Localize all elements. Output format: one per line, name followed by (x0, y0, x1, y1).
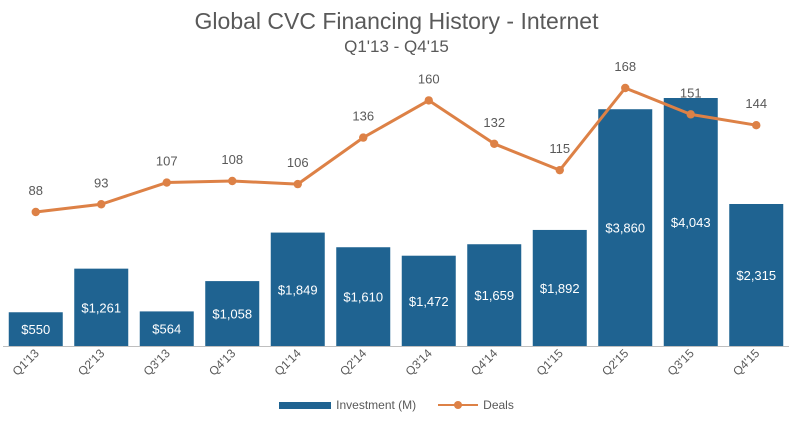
point-deals (686, 110, 695, 119)
bar-value-label: $1,261 (81, 300, 121, 315)
deal-value-label: 160 (418, 71, 440, 86)
x-tick-label: Q4'15 (730, 346, 763, 379)
x-tick-label: Q2'13 (75, 346, 108, 379)
x-tick-label: Q1'14 (272, 346, 305, 379)
bar-investment (139, 311, 194, 346)
bar-value-label: $3,860 (605, 221, 645, 236)
x-tick-label: Q4'14 (468, 346, 501, 379)
x-tick-label: Q2'14 (337, 346, 370, 379)
point-deals (97, 200, 106, 209)
bar-value-label: $1,892 (540, 281, 580, 296)
point-deals (293, 179, 302, 189)
point-deals (752, 121, 761, 130)
deal-value-label: 106 (287, 155, 309, 170)
chart-legend: Investment (M) Deals (0, 398, 793, 412)
legend-swatch-deals (438, 400, 479, 410)
deal-value-label: 144 (745, 96, 767, 111)
point-deals (162, 178, 171, 187)
bar-investment (663, 98, 718, 346)
bar-investment (532, 229, 587, 346)
legend-swatch-investment (279, 401, 332, 409)
legend-label-investment: Investment (M) (336, 398, 417, 412)
bar-value-label: $1,610 (343, 290, 383, 305)
deal-value-label: 136 (352, 109, 374, 124)
chart-subtitle: Q1'13 - Q4'15 (344, 37, 449, 56)
bar-investment (336, 247, 391, 346)
bar-value-label: $1,659 (474, 288, 514, 303)
bar-value-label: $4,043 (671, 215, 711, 230)
x-tick-label: Q3'13 (141, 346, 174, 379)
deal-value-label: 115 (549, 141, 570, 156)
chart-title: Global CVC Financing History - Internet (194, 8, 599, 34)
x-tick-label: Q3'14 (403, 346, 436, 379)
deal-value-label: 108 (221, 152, 243, 167)
point-deals (228, 176, 237, 186)
line-deals (35, 86, 757, 214)
bar-value-label: $1,849 (278, 282, 318, 297)
legend-item-investment: Investment (M) (279, 398, 416, 412)
bar-value-label: $1,058 (212, 307, 252, 322)
x-tick-label: Q3'15 (665, 346, 698, 379)
deal-value-label: 107 (156, 154, 178, 169)
bar-value-label: $1,472 (409, 294, 449, 309)
deal-value-label: 168 (614, 59, 636, 74)
point-deals (555, 165, 564, 175)
bar-investment (598, 109, 653, 346)
bar-value-label: $564 (152, 322, 181, 337)
legend-label-deals: Deals (483, 398, 514, 412)
bar-investment (8, 312, 63, 346)
x-tick-label: Q2'15 (599, 346, 632, 379)
x-tick-label: Q1'13 (10, 346, 43, 379)
bar-value-label: $2,315 (736, 268, 776, 283)
deal-value-label: 132 (483, 115, 505, 130)
bar-investment (467, 244, 522, 346)
bar-investment (270, 232, 325, 346)
bar-value-label: $550 (21, 322, 50, 337)
bar-investment (729, 203, 784, 346)
deal-value-label: 151 (680, 85, 702, 100)
legend-item-deals: Deals (438, 398, 514, 412)
bar-investment (205, 281, 260, 346)
deal-value-label: 88 (29, 183, 43, 198)
deal-value-label: 93 (94, 175, 108, 190)
point-deals (31, 207, 40, 217)
point-deals (490, 139, 499, 148)
x-tick-label: Q4'13 (206, 346, 239, 379)
bar-investment (401, 255, 456, 346)
point-deals (621, 83, 630, 93)
point-deals (359, 133, 368, 142)
bar-investment (74, 268, 129, 346)
x-tick-label: Q1'15 (534, 346, 567, 379)
point-deals (424, 96, 433, 105)
